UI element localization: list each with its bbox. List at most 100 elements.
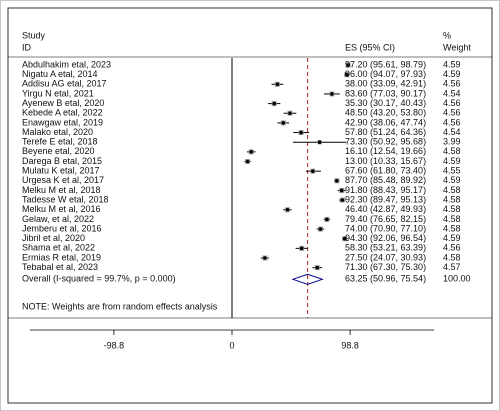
header: Study <box>22 30 46 40</box>
point-estimate <box>317 140 322 144</box>
weight-label: 4.56 <box>443 79 461 89</box>
point-estimate <box>299 246 304 251</box>
header: ES (95% CI) <box>345 42 395 52</box>
es-label: 48.50 (43.20, 53.80) <box>345 108 426 118</box>
weight-label: 4.56 <box>443 243 461 253</box>
study-label: Yirgu N etal, 2021 <box>22 88 94 98</box>
es-label: 13.00 (10.33, 15.67) <box>345 156 426 166</box>
plot-frame <box>7 7 493 404</box>
weight-label: 4.58 <box>443 185 461 195</box>
header: ID <box>22 42 32 52</box>
point-estimate <box>299 130 303 135</box>
es-label: 42.90 (38.06, 47.74) <box>345 117 426 127</box>
study-label: Nigatu A etal, 2014 <box>22 69 98 79</box>
weight-label: 4.54 <box>443 88 461 98</box>
overall-es: 63.25 (50.96, 75.54) <box>345 274 426 284</box>
point-estimate <box>325 217 329 222</box>
es-label: 92.30 (89.47, 95.13) <box>345 194 426 204</box>
overall-weight: 100.00 <box>443 274 471 284</box>
overall-label: Overall (I-squared = 99.7%, p = 0.000) <box>22 274 176 284</box>
weight-label: 4.58 <box>443 223 461 233</box>
overall-diamond <box>291 273 324 285</box>
es-label: 96.00 (94.07, 97.93) <box>345 69 426 79</box>
es-label: 73.30 (50.92, 95.68) <box>345 137 426 147</box>
x-tick-label: 0 <box>229 340 234 350</box>
study-label: Ermias R etal, 2019 <box>22 252 101 262</box>
weight-label: 4.56 <box>443 98 461 108</box>
es-label: 87.70 (85.48, 89.92) <box>345 175 426 185</box>
point-estimate <box>275 82 280 87</box>
study-label: Shama et al, 2022 <box>22 243 95 253</box>
es-label: 74.00 (70.90, 77.10) <box>345 223 426 233</box>
x-tick-label: 98.8 <box>341 340 359 350</box>
point-estimate <box>245 159 250 164</box>
study-label: Enawgaw etal, 2019 <box>22 117 103 127</box>
point-estimate <box>281 121 286 125</box>
weight-label: 4.59 <box>443 69 461 79</box>
study-label: Darega B etal, 2015 <box>22 156 102 166</box>
es-label: 83.60 (77.03, 90.17) <box>345 88 426 98</box>
study-label: Urgesa K et al, 2017 <box>22 175 104 185</box>
study-label: Jemberu et al, 2016 <box>22 223 102 233</box>
point-estimate <box>318 227 323 231</box>
study-label: Terefe E etal, 2018 <box>22 137 98 147</box>
study-label: Tadesse W etal, 2018 <box>22 194 109 204</box>
es-label: 67.60 (61.80, 73.40) <box>345 166 426 176</box>
point-estimate <box>346 63 350 67</box>
weight-label: 4.59 <box>443 59 461 69</box>
es-label: 91.80 (88.43, 95.17) <box>345 185 426 195</box>
point-estimate <box>339 188 344 193</box>
weight-label: 4.57 <box>443 262 461 272</box>
weight-label: 4.59 <box>443 156 461 166</box>
es-label: 27.50 (24.07, 30.93) <box>345 252 426 262</box>
es-label: 57.80 (51.24, 64.36) <box>345 127 426 137</box>
es-label: 38.00 (33.09, 42.91) <box>345 79 426 89</box>
header: Weight <box>443 42 471 52</box>
study-label: Mulatu K etal, 2017 <box>22 166 100 176</box>
point-estimate <box>263 256 267 260</box>
weight-label: 4.55 <box>443 166 461 176</box>
header: % <box>443 30 451 40</box>
weight-label: 4.56 <box>443 117 461 127</box>
study-label: Kebede A etal, 2022 <box>22 108 103 118</box>
point-estimate <box>288 111 292 116</box>
weight-label: 4.58 <box>443 146 461 156</box>
es-label: 71.30 (67.30, 75.30) <box>345 262 426 272</box>
note: NOTE: Weights are from random effects an… <box>22 301 218 311</box>
point-estimate <box>330 92 334 96</box>
point-estimate <box>249 150 254 154</box>
weight-label: 4.56 <box>443 108 461 118</box>
weight-label: 4.58 <box>443 194 461 204</box>
point-estimate <box>340 198 345 202</box>
es-label: 79.40 (76.65, 82.15) <box>345 214 426 224</box>
point-estimate <box>342 236 347 241</box>
point-estimate <box>315 265 320 270</box>
x-tick-label: -98.8 <box>104 340 125 350</box>
point-estimate <box>335 179 339 183</box>
es-label: 16.10 (12.54, 19.66) <box>345 146 426 156</box>
weight-label: 4.58 <box>443 214 461 224</box>
weight-label: 4.58 <box>443 252 461 262</box>
study-label: Jibril et al, 2020 <box>22 233 85 243</box>
es-label: 97.20 (95.61, 98.79) <box>345 59 426 69</box>
weight-label: 4.59 <box>443 175 461 185</box>
weight-label: 3.99 <box>443 137 461 147</box>
study-label: Gelaw, et al, 2022 <box>22 214 94 224</box>
study-label: Melku M et al, 2016 <box>22 204 101 214</box>
point-estimate <box>344 72 349 77</box>
study-label: Abdulhakim etal, 2023 <box>22 59 111 69</box>
weight-label: 4.54 <box>443 127 461 137</box>
es-label: 46.40 (42.87, 49.93) <box>345 204 426 214</box>
point-estimate <box>285 207 290 212</box>
study-label: Tebabal et al, 2023 <box>22 262 98 272</box>
weight-label: 4.59 <box>443 233 461 243</box>
es-label: 58.30 (53.21, 63.39) <box>345 243 426 253</box>
weight-label: 4.58 <box>443 204 461 214</box>
point-estimate <box>272 101 276 106</box>
study-label: Beyene etal, 2020 <box>22 146 95 156</box>
point-estimate <box>311 169 315 173</box>
study-label: Ayenew B etal, 2020 <box>22 98 104 108</box>
